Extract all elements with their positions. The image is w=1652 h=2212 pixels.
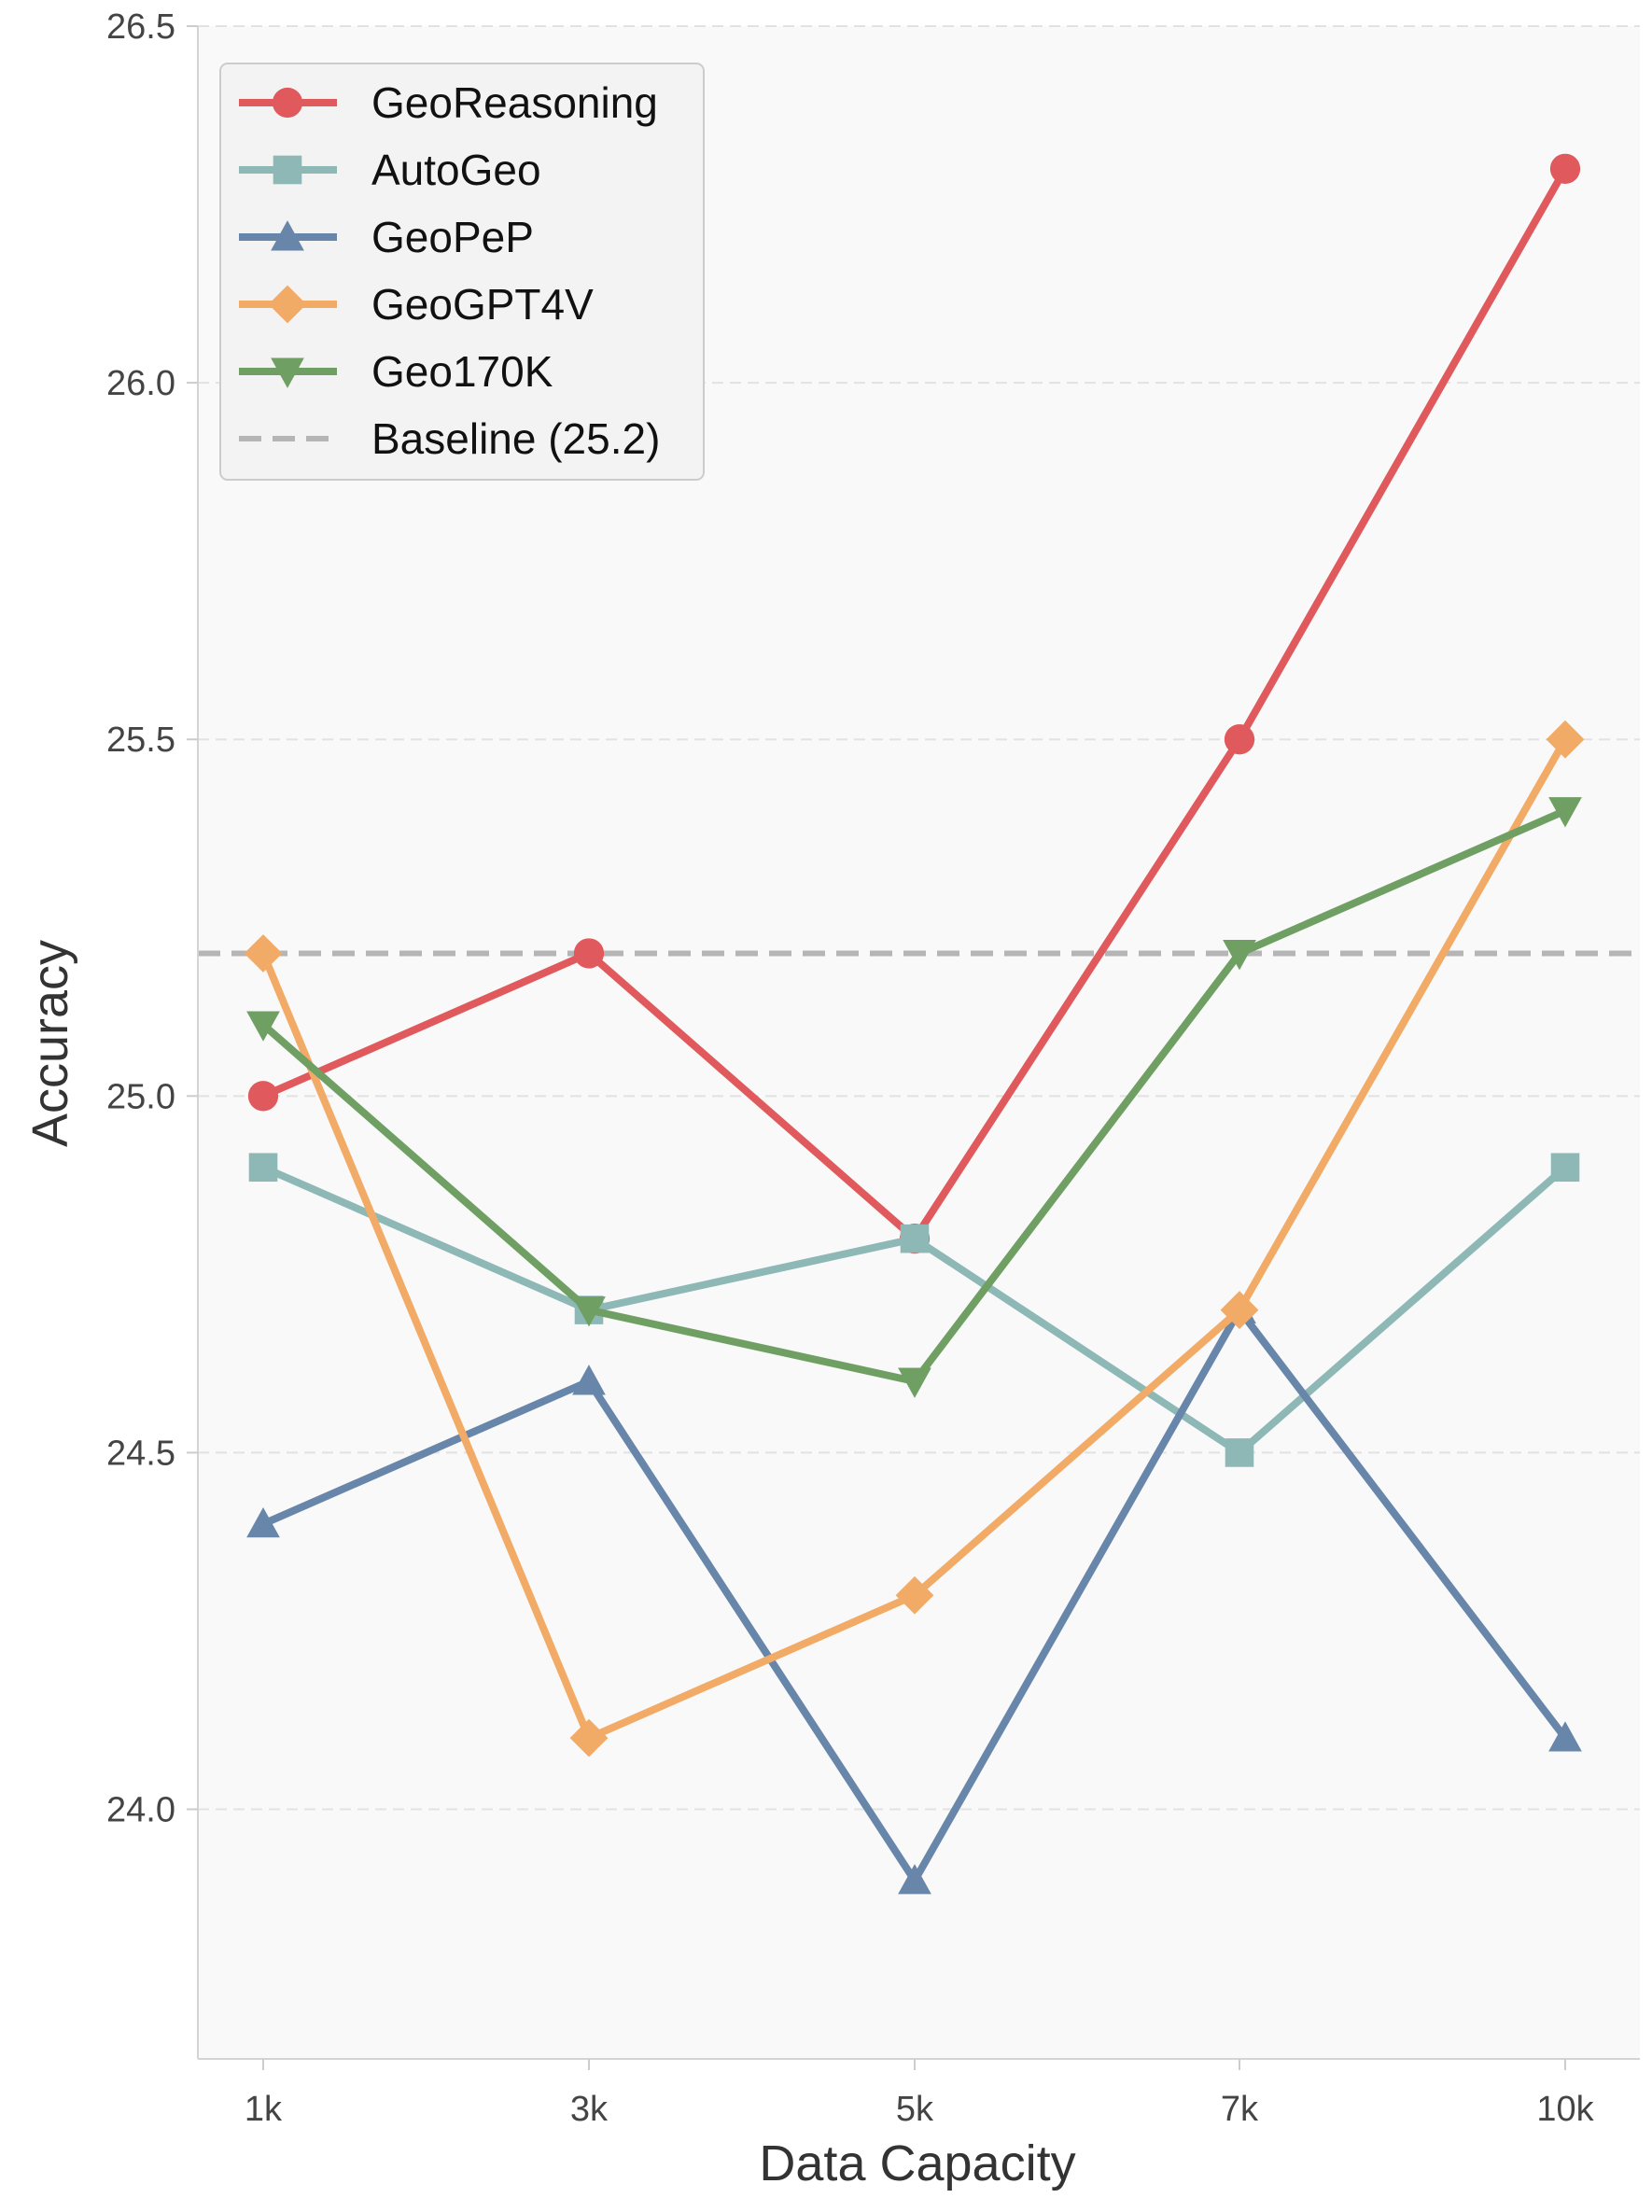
x-tick-label: 5k: [896, 2090, 934, 2129]
data-point: [572, 1365, 606, 1395]
data-point: [1225, 1438, 1254, 1467]
data-point: [1548, 1721, 1582, 1752]
series-geogpt4v: [244, 720, 1585, 1757]
legend-box: [219, 63, 705, 481]
y-tick-label: 24.0: [106, 1791, 175, 1830]
y-tick-label: 26.5: [106, 7, 175, 47]
data-point: [900, 1224, 930, 1253]
legend-marker: [271, 220, 304, 251]
data-point: [1548, 797, 1582, 828]
y-tick-label: 25.0: [106, 1077, 175, 1116]
data-point: [1224, 724, 1255, 755]
y-tick-label: 25.5: [106, 721, 175, 760]
data-point: [572, 1296, 606, 1327]
legend-label: GeoPeP: [371, 213, 534, 261]
data-point: [1549, 153, 1581, 184]
y-tick-label: 26.0: [106, 364, 175, 403]
data-point: [1220, 1291, 1259, 1329]
series-geo170k: [246, 797, 1582, 1398]
data-point: [246, 1011, 280, 1042]
legend-label: GeoGPT4V: [371, 280, 594, 329]
y-axis-title: Accuracy: [22, 940, 78, 1147]
legend-marker: [273, 155, 302, 185]
legend-label: GeoReasoning: [371, 78, 658, 127]
data-point: [1546, 720, 1585, 759]
x-tick-label: 1k: [245, 2090, 283, 2129]
legend-marker: [268, 285, 307, 324]
legend: GeoReasoning AutoGeo GeoPeP GeoGPT4V Geo170K…: [219, 63, 705, 481]
data-point: [898, 1864, 931, 1895]
data-point: [1223, 940, 1256, 971]
legend-marker: [272, 87, 303, 119]
legend-label: Geo170K: [371, 347, 553, 396]
data-point: [244, 934, 283, 973]
x-tick-label: 3k: [570, 2090, 609, 2129]
data-point: [246, 1506, 280, 1538]
data-point: [1550, 1153, 1580, 1183]
data-point: [898, 1367, 931, 1398]
x-tick-label: 7k: [1221, 2090, 1259, 2129]
x-tick-label: 10k: [1536, 2090, 1594, 2129]
y-tick-label: 24.5: [106, 1434, 175, 1473]
data-point: [569, 1718, 609, 1757]
x-ticks: 1k 3k 5k 7k 10k: [245, 2059, 1595, 2129]
data-point: [248, 1153, 278, 1183]
legend-marker: [271, 357, 304, 388]
data-point: [895, 1575, 934, 1615]
legend-label: Baseline (25.2): [371, 414, 660, 463]
x-axis-title: Data Capacity: [759, 2135, 1075, 2191]
data-point: [247, 1081, 279, 1112]
y-ticks: 24.0 24.5 25.0 25.5 26.0 26.5: [106, 7, 198, 1830]
series-geopep: [246, 1293, 1582, 1895]
data-point: [573, 938, 605, 969]
legend-label: AutoGeo: [371, 146, 541, 194]
series-layer: [244, 153, 1585, 1895]
